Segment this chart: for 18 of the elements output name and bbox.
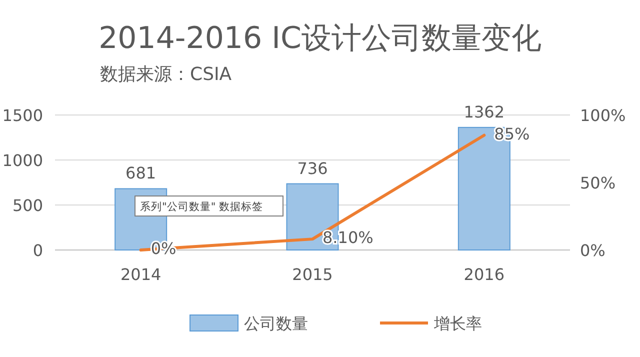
data-label: 736 — [297, 158, 328, 178]
y-tick-label: 500 — [12, 196, 43, 215]
legend-label: 增长率 — [433, 314, 482, 333]
x-tick-label: 2016 — [464, 265, 505, 284]
chart-subtitle: 数据来源：CSIA — [100, 64, 232, 85]
legend-label: 公司数量 — [244, 314, 308, 333]
data-label: 681 — [126, 164, 156, 183]
x-tick-label: 2014 — [120, 265, 162, 284]
y2-tick-label: 50% — [580, 174, 616, 192]
y2-tick-label: 0% — [580, 241, 606, 260]
x-tick-label: 2015 — [292, 265, 333, 284]
data-label: 1362 — [464, 102, 505, 122]
y-tick-label: 0 — [32, 241, 43, 260]
annotation: 系列"公司数量" 数据标签 — [140, 200, 263, 213]
y-tick-label: 1500 — [2, 106, 43, 125]
y2-tick-label: 100% — [580, 106, 626, 125]
y-tick-label: 1000 — [2, 151, 43, 170]
chart-title: 2014-2016 IC设计公司数量变化 — [98, 21, 542, 56]
